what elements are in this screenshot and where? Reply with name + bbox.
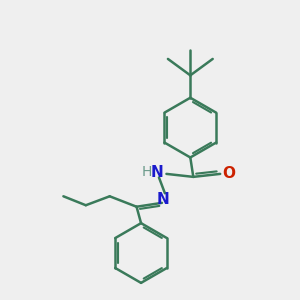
Text: N: N <box>151 165 164 180</box>
Text: H: H <box>142 165 152 179</box>
Text: N: N <box>157 192 170 207</box>
Text: O: O <box>222 167 235 182</box>
